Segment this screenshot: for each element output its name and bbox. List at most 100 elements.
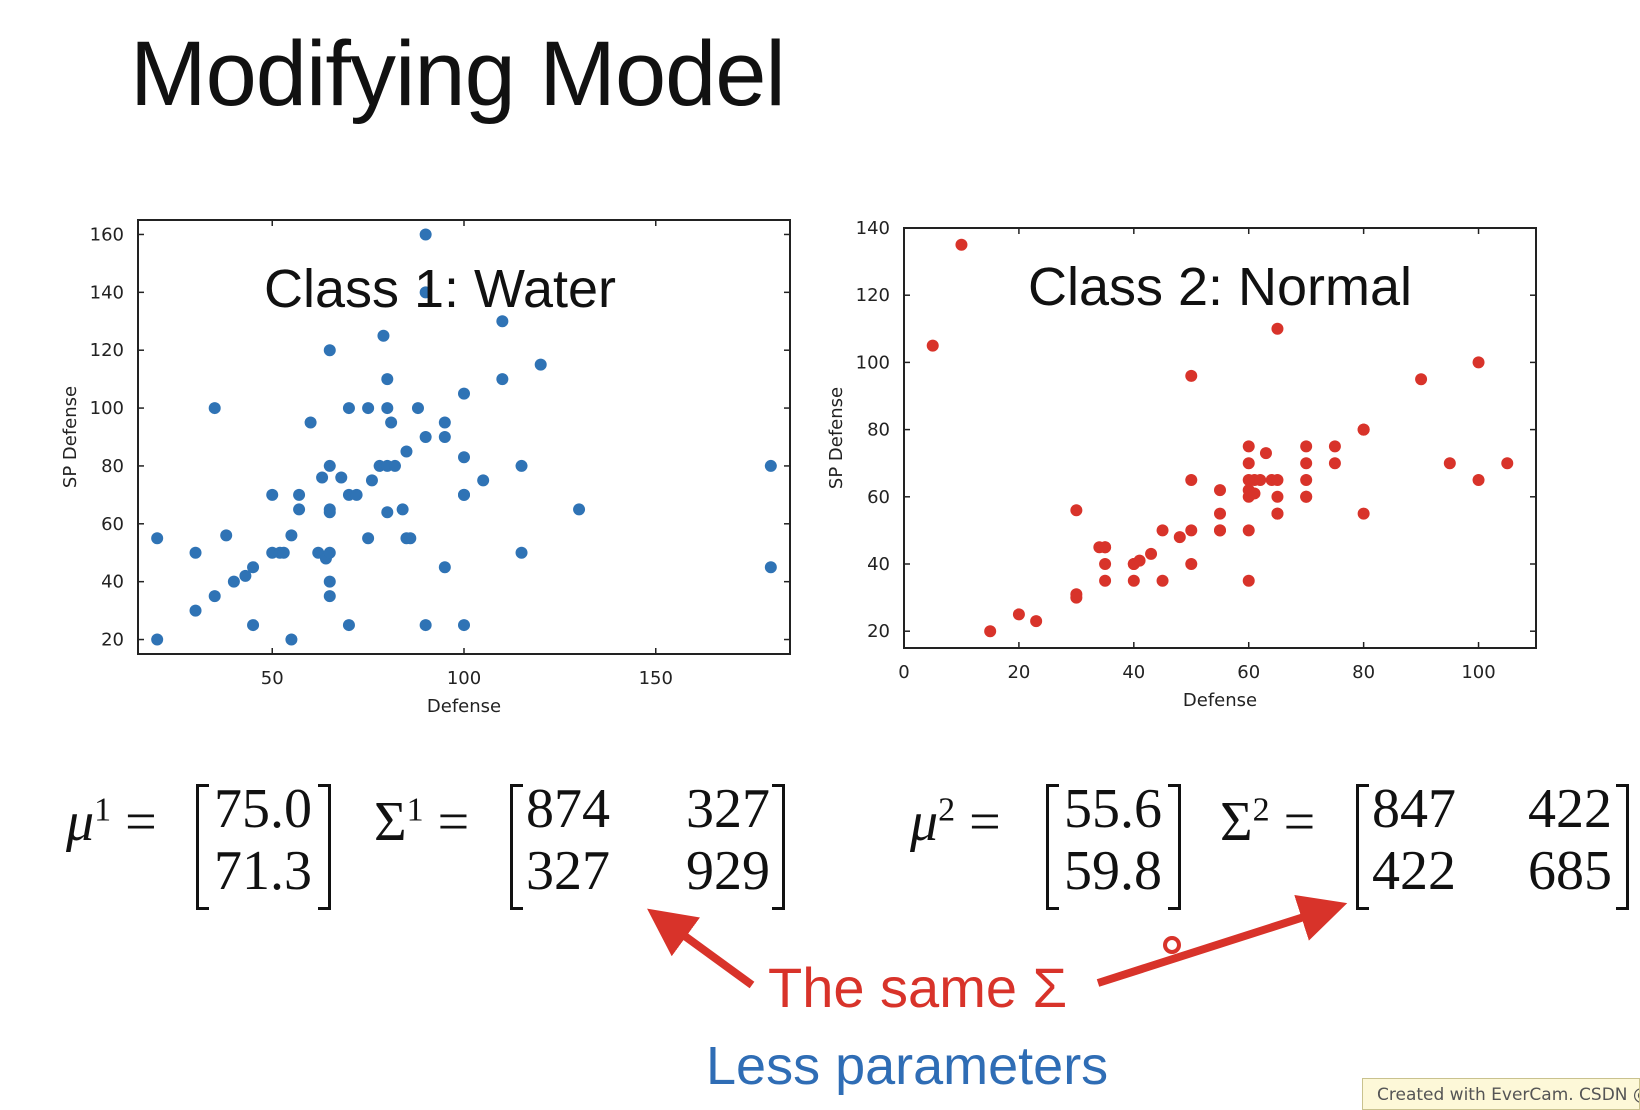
scatter-point — [764, 459, 777, 472]
scatter-point — [1173, 531, 1186, 544]
arrow-left — [647, 908, 755, 989]
scatter-point — [1242, 440, 1255, 453]
scatter-point — [1300, 490, 1313, 503]
y-tick-label: 20 — [867, 621, 890, 642]
y-tick-label: 140 — [90, 282, 124, 303]
sigma2-cell-10: 422 — [1372, 840, 1456, 902]
scatter-point — [458, 619, 470, 632]
chart-title: Class 1: Water — [264, 259, 616, 319]
scatter-point — [1099, 558, 1112, 570]
scatter-point — [1271, 474, 1284, 486]
scatter-point — [1214, 507, 1226, 520]
scatter-point — [1214, 524, 1226, 537]
mu1-vector: 75.0 71.3 — [196, 778, 336, 910]
scatter-point — [1472, 474, 1485, 486]
x-tick-label: 100 — [447, 668, 481, 689]
scatter-point — [419, 431, 432, 443]
mu1-value-1: 71.3 — [214, 840, 312, 902]
scatter-point — [1328, 457, 1341, 470]
scatter-point — [1242, 457, 1255, 470]
scatter-point — [1185, 474, 1198, 486]
scatter-point — [1271, 507, 1284, 520]
scatter-point — [1300, 457, 1313, 470]
mu1-value-0: 75.0 — [214, 778, 312, 840]
scatter-point — [515, 459, 528, 472]
y-tick-label: 80 — [867, 420, 890, 441]
scatter-point — [1254, 474, 1267, 486]
y-tick-label: 60 — [867, 487, 890, 508]
scatter-point — [1259, 447, 1272, 460]
y-tick-label: 20 — [101, 630, 124, 651]
scatter-point — [1185, 558, 1198, 570]
less-parameters-annotation: Less parameters — [706, 1036, 1109, 1096]
scatter-point — [381, 373, 394, 386]
sigma2-cell-01: 422 — [1528, 778, 1612, 840]
y-tick-label: 160 — [90, 224, 124, 245]
scatter-point — [1070, 504, 1083, 517]
y-tick-label: 40 — [867, 554, 890, 575]
chart-title: Class 2: Normal — [1028, 257, 1412, 317]
scatter-point — [1012, 608, 1025, 621]
scatter-point — [1214, 484, 1226, 497]
sigma1-cell-11: 929 — [686, 840, 770, 902]
y-tick-label: 120 — [856, 285, 890, 306]
scatter-point — [955, 238, 968, 251]
scatter-point — [151, 633, 164, 646]
scatter-point — [266, 488, 279, 501]
scatter-point — [365, 474, 378, 487]
scatter-point — [411, 402, 424, 415]
plot-frame — [903, 227, 1537, 649]
scatter-point — [323, 590, 336, 603]
x-axis-label: Defense — [427, 696, 501, 717]
scatter-point — [419, 286, 432, 299]
same-sigma-annotation: The same Σ — [768, 956, 1068, 1019]
sigma1-label: Σ1 = — [374, 790, 469, 854]
scatter-point — [1185, 369, 1198, 382]
scatter-point — [438, 431, 451, 443]
scatter-point — [247, 619, 260, 632]
scatter-point — [1357, 423, 1370, 436]
scatter-point — [396, 503, 409, 516]
x-tick-label: 40 — [1122, 662, 1145, 683]
sigma1-sup: 1 — [406, 791, 424, 829]
scatter-point — [323, 575, 336, 588]
x-tick-label: 100 — [1461, 662, 1495, 683]
scatter-point — [419, 619, 432, 632]
y-tick-label: 40 — [101, 572, 124, 593]
scatter-point — [1271, 490, 1284, 503]
mu2-value-1: 59.8 — [1064, 840, 1162, 902]
scatter-point — [1443, 457, 1456, 470]
scatter-point — [764, 561, 777, 574]
y-tick-label: 120 — [90, 340, 124, 361]
scatter-point — [1248, 487, 1261, 500]
sigma2-cell-00: 847 — [1372, 778, 1456, 840]
scatter-point — [342, 619, 355, 632]
x-axis-label: Defense — [1183, 690, 1257, 711]
scatter-point — [1472, 356, 1485, 369]
arrow-right — [1096, 894, 1348, 987]
scatter-point — [1501, 457, 1514, 470]
scatter-point — [1300, 474, 1313, 486]
scatter-point — [438, 561, 451, 574]
scatter-point — [1357, 507, 1370, 520]
scatter-point — [458, 488, 470, 501]
y-axis-label: SP Defense — [60, 386, 81, 488]
sigma2-sup: 2 — [1252, 791, 1270, 829]
scatter-point — [227, 575, 240, 588]
y-tick-label: 80 — [101, 456, 124, 477]
scatter-point — [458, 451, 470, 464]
y-tick-label: 100 — [856, 352, 890, 373]
scatter-point — [385, 416, 398, 429]
scatter-point — [1133, 554, 1146, 567]
scatter-point — [1328, 440, 1341, 453]
scatter-point — [342, 402, 355, 415]
x-tick-label: 0 — [898, 662, 909, 683]
scatter-point — [1242, 574, 1255, 587]
mu2-sup: 2 — [938, 791, 956, 829]
scatter-point — [323, 546, 336, 559]
scatter-point — [1145, 547, 1158, 560]
scatter-point — [1099, 574, 1112, 587]
scatter-point — [400, 445, 413, 458]
scatter-point — [984, 625, 997, 638]
